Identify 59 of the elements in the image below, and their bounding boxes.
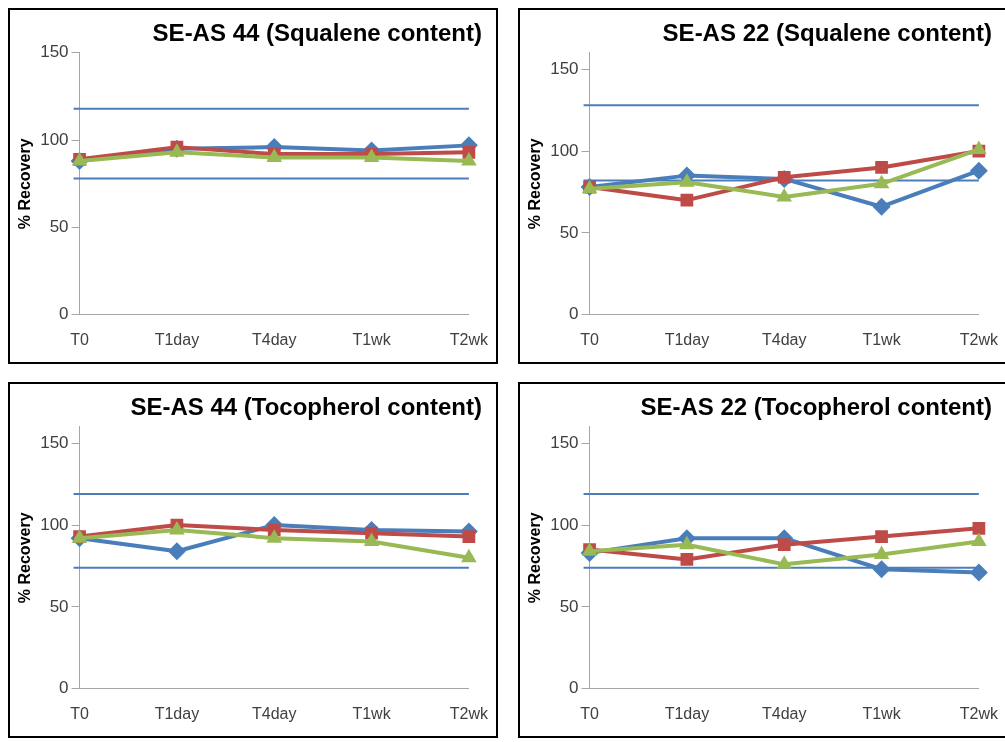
y-axis-title: % Recovery	[16, 512, 34, 604]
point	[777, 538, 791, 552]
chart-title: SE-AS 22 (Squalene content)	[662, 19, 992, 47]
x-tick-label: T4day	[761, 704, 807, 722]
point	[680, 553, 694, 566]
point	[776, 187, 793, 202]
chart-title: SE-AS 22 (Tocopherol content)	[640, 393, 992, 421]
point	[969, 563, 988, 582]
y-tick-label: 0	[59, 678, 69, 698]
x-tick-label: T0	[70, 330, 89, 348]
y-tick-label: 50	[49, 217, 69, 237]
y-tick-label: 100	[550, 514, 579, 534]
y-axis-title: % Recovery	[16, 138, 34, 230]
x-tick-label: T2wk	[449, 330, 489, 348]
y-tick-label: 0	[569, 304, 579, 324]
point	[679, 173, 695, 187]
point	[875, 530, 888, 543]
x-tick-label: T0	[580, 704, 599, 722]
y-axis-title: % Recovery	[526, 138, 544, 230]
y-axis-title: % Recovery	[526, 512, 544, 604]
chart-title: SE-AS 44 (Squalene content)	[152, 19, 482, 47]
x-tick-label: T1day	[154, 330, 200, 348]
x-tick-label: T0	[580, 330, 599, 348]
y-tick-label: 50	[559, 596, 579, 616]
point	[969, 161, 988, 180]
x-tick-label: T4day	[251, 704, 297, 722]
x-tick-label: T4day	[761, 330, 807, 348]
point	[875, 161, 888, 174]
x-tick-label: T0	[70, 704, 89, 722]
x-tick-label: T1day	[664, 704, 710, 722]
y-tick-label: 100	[40, 514, 69, 534]
y-tick-label: 50	[559, 222, 579, 242]
x-tick-label: T1wk	[862, 330, 902, 348]
x-tick-label: T1day	[664, 330, 710, 348]
point	[777, 170, 791, 184]
y-tick-label: 0	[569, 678, 579, 698]
y-tick-label: 150	[550, 58, 579, 78]
y-tick-label: 150	[40, 42, 69, 62]
y-tick-label: 50	[49, 596, 69, 616]
point	[872, 197, 891, 216]
x-tick-label: T2wk	[449, 704, 489, 722]
x-tick-label: T2wk	[959, 704, 999, 722]
point	[873, 545, 890, 560]
chart-title: SE-AS 44 (Tocopherol content)	[130, 393, 482, 421]
y-tick-label: 150	[40, 432, 69, 452]
x-tick-label: T1day	[154, 704, 200, 722]
point	[872, 560, 891, 579]
y-tick-label: 0	[59, 304, 69, 324]
x-tick-label: T1wk	[862, 704, 902, 722]
x-tick-label: T2wk	[959, 330, 999, 348]
y-tick-label: 100	[40, 129, 69, 149]
point	[680, 193, 694, 207]
y-tick-label: 150	[550, 432, 579, 452]
x-tick-label: T1wk	[352, 330, 392, 348]
x-tick-label: T1wk	[352, 704, 392, 722]
point	[972, 521, 986, 535]
point	[873, 174, 890, 189]
y-tick-label: 100	[550, 140, 579, 160]
x-tick-label: T4day	[251, 330, 297, 348]
